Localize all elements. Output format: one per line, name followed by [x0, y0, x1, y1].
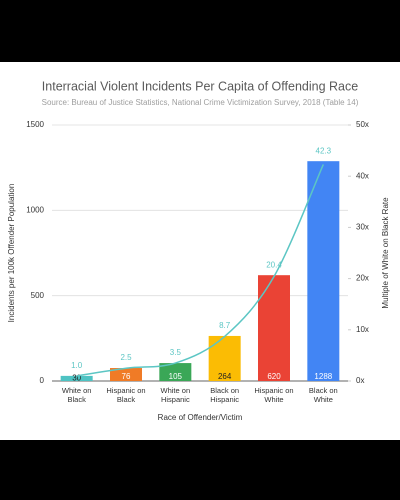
y2-tick-label: 20x: [356, 274, 369, 283]
line-value-label: 8.7: [219, 321, 231, 330]
bar: [159, 363, 192, 381]
x-tick-label: White on Hispanic: [160, 386, 191, 404]
bar: [110, 368, 142, 381]
y-tick-label: 1000: [26, 205, 44, 214]
x-tick-label-box: White on Black: [61, 386, 92, 404]
x-tick-label: White on Black: [61, 386, 92, 404]
bar: [307, 161, 340, 381]
y2-tick-label: 30x: [356, 223, 369, 232]
x-tick-label-box: Black on Hispanic: [210, 386, 240, 404]
line: [76, 164, 325, 377]
line-value-label: 20.4: [266, 260, 282, 269]
x-axis-title: Race of Offender/Victim: [158, 413, 243, 422]
chart-title: Interracial Violent Incidents Per Capita…: [42, 79, 358, 93]
y2-tick-label: 40x: [356, 171, 369, 180]
y-tick-label: 500: [31, 291, 45, 300]
x-tick-label: Black on Hispanic: [210, 386, 240, 404]
bar-value-label: 620: [267, 372, 281, 381]
bar: [258, 275, 290, 381]
x-tick-label: Black on White: [308, 386, 338, 404]
x-tick-label-box: Black on White: [308, 386, 338, 404]
line-value-label: 3.5: [170, 348, 182, 357]
bar-value-label: 76: [122, 372, 131, 381]
y-tick-label: 0: [40, 376, 45, 385]
y2-tick-label: 0x: [356, 376, 364, 385]
bar-value-label: 105: [169, 372, 183, 381]
x-tick-label: Hispanic on White: [254, 386, 294, 404]
x-tick-label-box: Hispanic on Black: [106, 386, 146, 404]
y-tick-label: 1500: [26, 120, 44, 129]
y2-tick-label: 10x: [356, 325, 369, 334]
bar: [60, 375, 93, 381]
line-value-label: 2.5: [120, 353, 132, 362]
line-value-label: 42.3: [316, 146, 332, 155]
y2-tick-label: 50x: [356, 120, 369, 129]
bar: [208, 335, 241, 381]
bar-value-label: 1288: [314, 372, 332, 381]
x-tick-label: Hispanic on Black: [106, 386, 146, 404]
y2-axis-title: Multiple of White on Black Rate: [381, 197, 390, 309]
x-tick-label-box: Hispanic on White: [254, 386, 294, 404]
y-axis-title: Incidents per 100k Offender Population: [7, 184, 16, 323]
chart-background: [0, 62, 400, 440]
line-value-label: 1.0: [71, 361, 83, 370]
bar-value-label: 264: [218, 372, 232, 381]
x-tick-label-box: White on Hispanic: [160, 386, 191, 404]
bar-value-label: 30: [72, 374, 81, 383]
chart-subtitle: Source: Bureau of Justice Statistics, Na…: [42, 98, 359, 107]
